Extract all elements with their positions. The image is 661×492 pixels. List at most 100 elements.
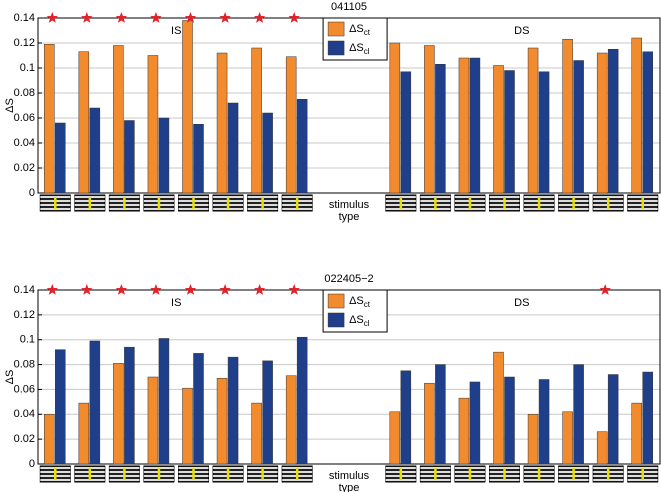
y-tick-label: 0.02 <box>14 162 35 174</box>
significance-star <box>81 284 93 295</box>
bar <box>469 381 481 465</box>
y-tick-label: 0.04 <box>14 137 35 149</box>
bar <box>182 387 193 465</box>
y-tick-label: 0.08 <box>14 358 35 370</box>
bar <box>285 56 297 194</box>
legend-swatch <box>327 293 345 309</box>
y-tick-label: 0 <box>29 187 35 199</box>
stimulus-icon <box>143 465 175 483</box>
bar <box>55 122 66 194</box>
bar <box>504 70 515 194</box>
bar <box>424 382 435 465</box>
bar <box>285 375 297 465</box>
significance-star <box>46 12 58 23</box>
bar <box>573 60 584 194</box>
significance-star <box>150 284 162 295</box>
stimulus-icon <box>143 194 175 212</box>
stimulus-icon <box>627 194 659 212</box>
y-tick-label: 0.14 <box>14 284 35 296</box>
stimulus-icon <box>385 465 417 483</box>
bar <box>538 379 550 465</box>
stimulus-icon <box>74 465 106 483</box>
significance-star <box>253 12 266 23</box>
bar <box>216 52 228 194</box>
bar <box>435 64 446 194</box>
bar <box>527 47 539 194</box>
stimulus-icon <box>523 194 555 212</box>
significance-star <box>115 284 128 295</box>
legend-label: ΔScl <box>349 42 370 56</box>
stimulus-icon <box>523 465 555 483</box>
legend-swatch <box>327 40 345 56</box>
group-label: DS <box>514 25 529 37</box>
bar <box>44 414 55 465</box>
group-label: DS <box>514 297 529 309</box>
bar <box>642 51 653 194</box>
bar <box>55 349 66 465</box>
bar <box>435 364 446 465</box>
bar <box>527 414 539 465</box>
significance-star <box>288 284 300 295</box>
bar <box>596 52 608 194</box>
bar <box>631 402 642 465</box>
legend-label: ΔScl <box>349 314 370 328</box>
stimulus-icon <box>178 465 209 483</box>
bar <box>596 431 608 465</box>
x-axis-label: type <box>339 211 360 223</box>
x-axis-label: stimulus <box>329 199 370 211</box>
stimulus-icon <box>39 465 71 483</box>
y-tick-label: 0.02 <box>14 433 35 445</box>
y-axis-label: ΔS <box>4 370 16 385</box>
bar <box>538 71 550 194</box>
x-axis-label: stimulus <box>329 470 370 482</box>
bar <box>296 336 308 465</box>
stimulus-icon <box>74 194 106 212</box>
bar <box>493 351 504 465</box>
y-tick-label: 0.12 <box>14 309 35 321</box>
group-label: IS <box>171 25 181 37</box>
stimulus-icon <box>178 194 209 212</box>
bar <box>389 411 401 465</box>
significance-star <box>150 12 162 23</box>
bar <box>424 45 435 194</box>
bar <box>458 397 470 465</box>
bar <box>262 112 273 194</box>
bar <box>89 107 101 194</box>
bar <box>158 117 170 194</box>
bar <box>573 364 584 465</box>
bar <box>631 37 642 194</box>
bar <box>607 49 619 194</box>
y-tick-label: 0.06 <box>14 383 35 395</box>
stimulus-icon <box>39 194 71 212</box>
stimulus-icon <box>454 194 486 212</box>
significance-star <box>184 12 197 23</box>
bar <box>562 39 573 194</box>
bar <box>216 377 228 465</box>
stimulus-icon <box>489 194 520 212</box>
significance-star <box>115 12 128 23</box>
bar <box>193 124 204 194</box>
bar <box>642 371 653 465</box>
significance-star <box>253 284 266 295</box>
bar <box>124 346 135 465</box>
legend-swatch <box>327 312 345 328</box>
stimulus-icon <box>108 194 140 212</box>
bar <box>562 411 573 465</box>
bar <box>89 340 101 465</box>
bar <box>251 402 262 465</box>
bar <box>147 376 159 465</box>
y-tick-label: 0.14 <box>14 12 35 24</box>
stimulus-icon <box>281 465 313 483</box>
legend-label: ΔSct <box>349 23 371 37</box>
stimulus-icon <box>627 465 659 483</box>
significance-star <box>599 284 611 295</box>
stimulus-icon <box>592 194 624 212</box>
chart-title: 041105 <box>331 1 367 13</box>
y-tick-label: 0.12 <box>14 37 35 49</box>
stimulus-icon <box>281 194 313 212</box>
legend-label: ΔSct <box>349 295 371 309</box>
x-axis-label: type <box>339 482 360 492</box>
bar <box>158 338 170 465</box>
bar <box>458 57 470 194</box>
